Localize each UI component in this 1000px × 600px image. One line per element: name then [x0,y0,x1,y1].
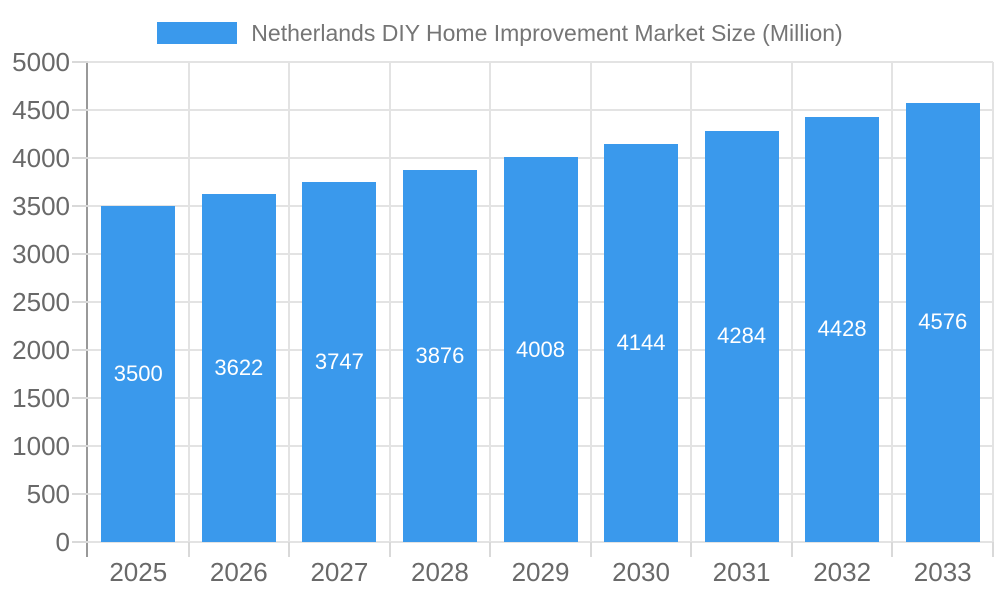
y-gridline [88,541,993,543]
bar-value-label: 4576 [918,309,968,335]
x-tick-label: 2026 [209,557,268,587]
x-boundary-gridline [288,62,291,542]
legend[interactable]: Netherlands DIY Home Improvement Market … [0,19,1000,46]
x-tick-label: 2033 [913,557,972,587]
y-tick-label: 4500 [12,95,70,125]
y-tick-label: 500 [26,479,70,509]
x-tick-label: 2032 [813,557,872,587]
y-tick-mark [72,253,88,255]
x-boundary-gridline [388,62,391,542]
x-tick-mark [992,542,994,557]
y-tick-mark [72,349,88,351]
bar[interactable]: 3876 [402,169,477,542]
y-tick-label: 3000 [12,239,70,269]
bar-value-label: 3747 [314,349,364,375]
x-tick-mark [187,542,190,557]
y-tick-label: 5000 [12,47,70,77]
x-boundary-gridline [187,62,190,542]
y-gridline [88,109,993,111]
bar[interactable]: 4284 [704,130,779,542]
bar[interactable]: 4144 [604,144,679,542]
x-boundary-gridline [489,62,492,542]
bar[interactable]: 3622 [201,194,276,542]
x-tick-mark [589,542,592,557]
x-tick-label: 2030 [612,557,670,587]
bar-value-label: 4428 [817,316,867,342]
bar[interactable]: 3500 [101,206,176,542]
x-tick-label: 2027 [310,557,369,587]
y-tick-mark [72,397,88,399]
y-tick-mark [72,61,88,63]
x-tick-mark [891,542,894,557]
bar[interactable]: 3747 [302,182,377,542]
bar-value-label: 3622 [214,355,264,381]
x-tick-label: 2029 [511,557,570,587]
bar-value-label: 4284 [717,323,767,349]
x-tick-label: 2025 [109,557,168,587]
y-tick-mark [72,301,88,303]
x-boundary-gridline [891,62,894,542]
y-tick-label: 2000 [12,335,70,365]
x-tick-label: 2028 [411,557,469,587]
x-boundary-gridline [790,62,793,542]
y-tick-label: 1000 [12,431,70,461]
x-tick-mark [690,542,693,557]
x-tick-mark [388,542,391,557]
x-tick-mark [489,542,492,557]
y-tick-label: 3500 [12,191,70,221]
y-tick-label: 1500 [12,383,70,413]
y-tick-mark [72,157,88,159]
bar-value-label: 4144 [616,330,666,356]
bar-value-label: 4008 [516,336,565,362]
y-tick-label: 0 [55,527,70,557]
legend-swatch[interactable] [157,22,238,44]
bar[interactable]: 4428 [805,116,880,542]
x-boundary-gridline [992,62,994,542]
legend-label[interactable]: Netherlands DIY Home Improvement Market … [251,19,843,46]
bar[interactable]: 4576 [905,102,980,542]
bar-value-label: 3876 [415,342,465,368]
x-tick-mark [288,542,291,557]
x-tick-mark [790,542,793,557]
y-axis-line [86,62,88,557]
y-tick-mark [72,109,88,111]
x-boundary-gridline [589,62,592,542]
y-tick-mark [72,493,88,495]
y-tick-mark [72,445,88,447]
y-gridline [88,61,993,63]
y-tick-mark [72,541,88,543]
y-tick-label: 2500 [12,287,70,317]
plot-area: 0 500 1000 1500 2000 2500 3000 3500 4000 4500 5000… [12,47,994,587]
y-tick-label: 4000 [12,143,70,173]
x-tick-label: 2031 [712,557,771,587]
bar-value-label: 3500 [113,361,163,386]
bar[interactable]: 4008 [503,157,578,542]
x-boundary-gridline [690,62,693,542]
y-tick-mark [72,205,88,207]
